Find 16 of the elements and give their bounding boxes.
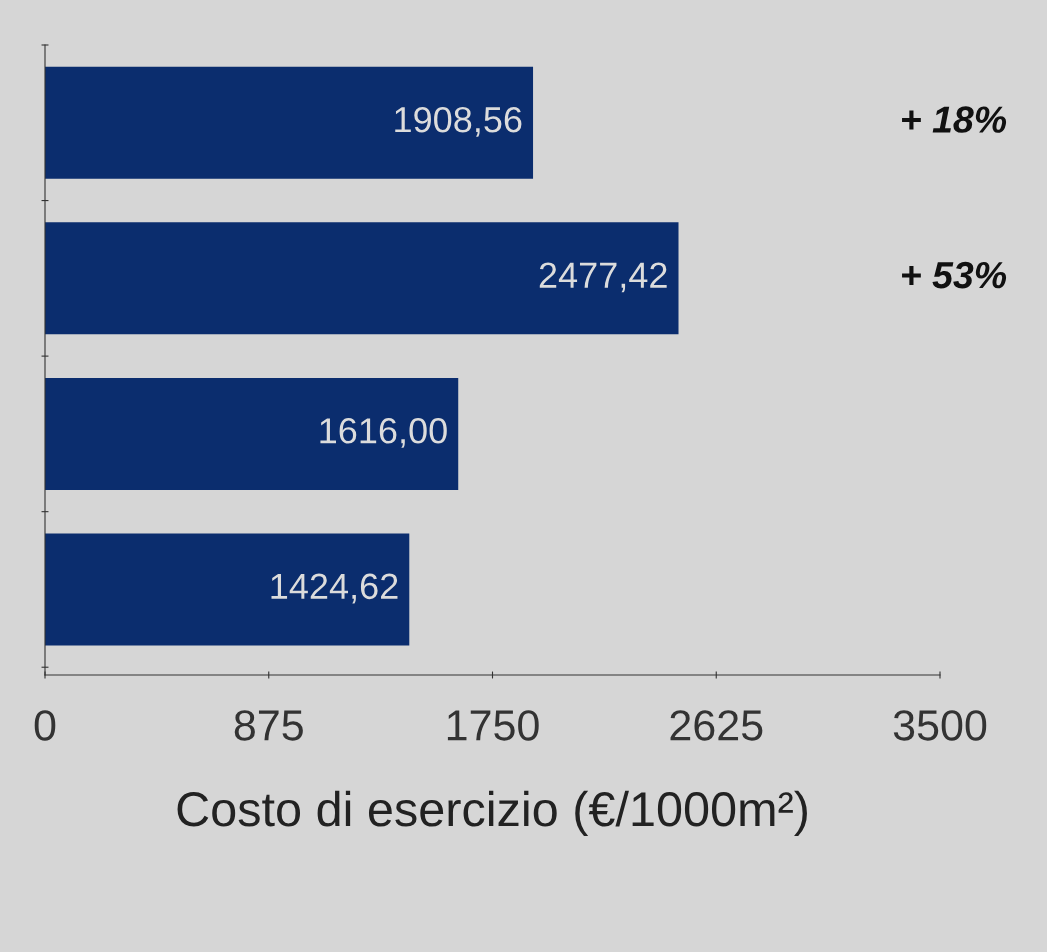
x-tick-label: 1750 — [447, 710, 539, 741]
annotation: + 18% — [902, 106, 1007, 133]
x-tick-label: 875 — [234, 710, 303, 741]
x-axis-title: Costo di esercizio (€/1000m²) — [177, 790, 807, 837]
bar — [45, 533, 410, 646]
annotation: + 53% — [902, 261, 1007, 289]
bar — [45, 377, 459, 490]
bar — [45, 66, 534, 179]
x-tick-label: 0 — [34, 710, 56, 741]
data-label: 2477,42 — [539, 262, 667, 293]
x-tick-label: 3500 — [893, 710, 987, 741]
data-label: 1616,00 — [320, 418, 447, 448]
data-label: 1908,56 — [395, 106, 522, 137]
bar — [45, 222, 679, 335]
data-label: 1424,62 — [271, 573, 398, 604]
x-tick-label: 2625 — [670, 710, 763, 741]
